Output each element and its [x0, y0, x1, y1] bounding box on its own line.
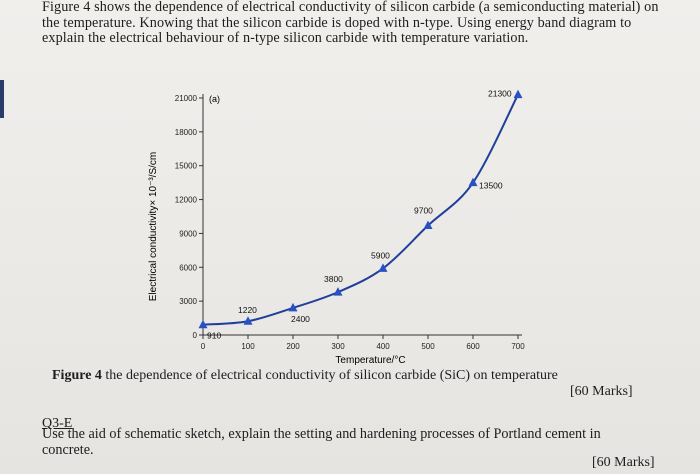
figure-caption: Figure 4 the dependence of electrical co…	[52, 368, 652, 383]
x-axis-label: Temperature/°C	[335, 355, 405, 366]
x-tick-label: 200	[286, 342, 300, 351]
data-labels: 910 1220 2400 3800 5900 9700 13500 21300	[207, 89, 512, 341]
data-point-label: 21300	[488, 89, 512, 99]
x-ticks: 0 100 200 300 400 500 600 700	[201, 335, 525, 351]
y-tick-label: 21000	[175, 94, 198, 103]
y-tick-label: 0	[193, 331, 198, 340]
q3-heading: Q3-E	[42, 416, 73, 431]
data-point-marker	[468, 177, 478, 187]
data-point-marker	[423, 220, 433, 230]
data-point-label: 910	[207, 331, 221, 341]
x-tick-label: 500	[421, 342, 435, 351]
data-point-marker	[288, 302, 298, 312]
y-tick-label: 15000	[175, 162, 198, 171]
q3-text: Use the aid of schematic sketch, explain…	[42, 426, 601, 458]
conductivity-chart: 0 100 200 300 400 500 600 700 0 3000 6000 9000 1200…	[148, 89, 525, 366]
data-point-marker	[513, 89, 523, 99]
data-point-label: 1220	[238, 305, 257, 315]
conductivity-curve	[202, 94, 519, 326]
data-point-marker	[243, 316, 253, 325]
q3-marks: [60 Marks]	[592, 455, 655, 470]
data-point-marker	[333, 287, 343, 296]
data-point-label: 3800	[324, 274, 343, 284]
y-tick-label: 12000	[175, 196, 198, 205]
panel-label: (a)	[209, 94, 220, 104]
y-axis-label: Electrical conductivity× 10⁻³/S/cm	[148, 152, 159, 302]
q2-marks: [60 Marks]	[570, 384, 633, 399]
figure-caption-label: Figure 4	[52, 368, 102, 383]
x-tick-label: 400	[376, 342, 390, 351]
x-tick-label: 600	[466, 342, 480, 351]
data-point-label: 5900	[371, 250, 390, 260]
figure-caption-text: the dependence of electrical conductivit…	[101, 368, 558, 383]
page-edge-mark	[0, 80, 4, 118]
data-point-label: 9700	[414, 206, 433, 216]
question-text: Figure 4 shows the dependence of electri…	[42, 0, 659, 47]
data-point-marker	[198, 319, 208, 329]
x-tick-label: 700	[511, 342, 525, 351]
y-tick-label: 6000	[179, 263, 197, 272]
data-point-marker	[378, 263, 388, 272]
x-tick-label: 100	[241, 342, 255, 351]
y-tick-label: 18000	[175, 128, 198, 137]
x-tick-label: 300	[331, 342, 345, 351]
y-tick-label: 3000	[179, 297, 197, 306]
data-point-label: 2400	[291, 314, 310, 324]
x-tick-label: 0	[201, 342, 206, 351]
chart-axes	[202, 94, 522, 336]
data-markers	[198, 89, 523, 329]
y-tick-label: 9000	[179, 229, 197, 238]
y-ticks: 0 3000 6000 9000 12000 15000 18000 21000	[175, 94, 203, 340]
data-point-label: 13500	[479, 181, 503, 191]
